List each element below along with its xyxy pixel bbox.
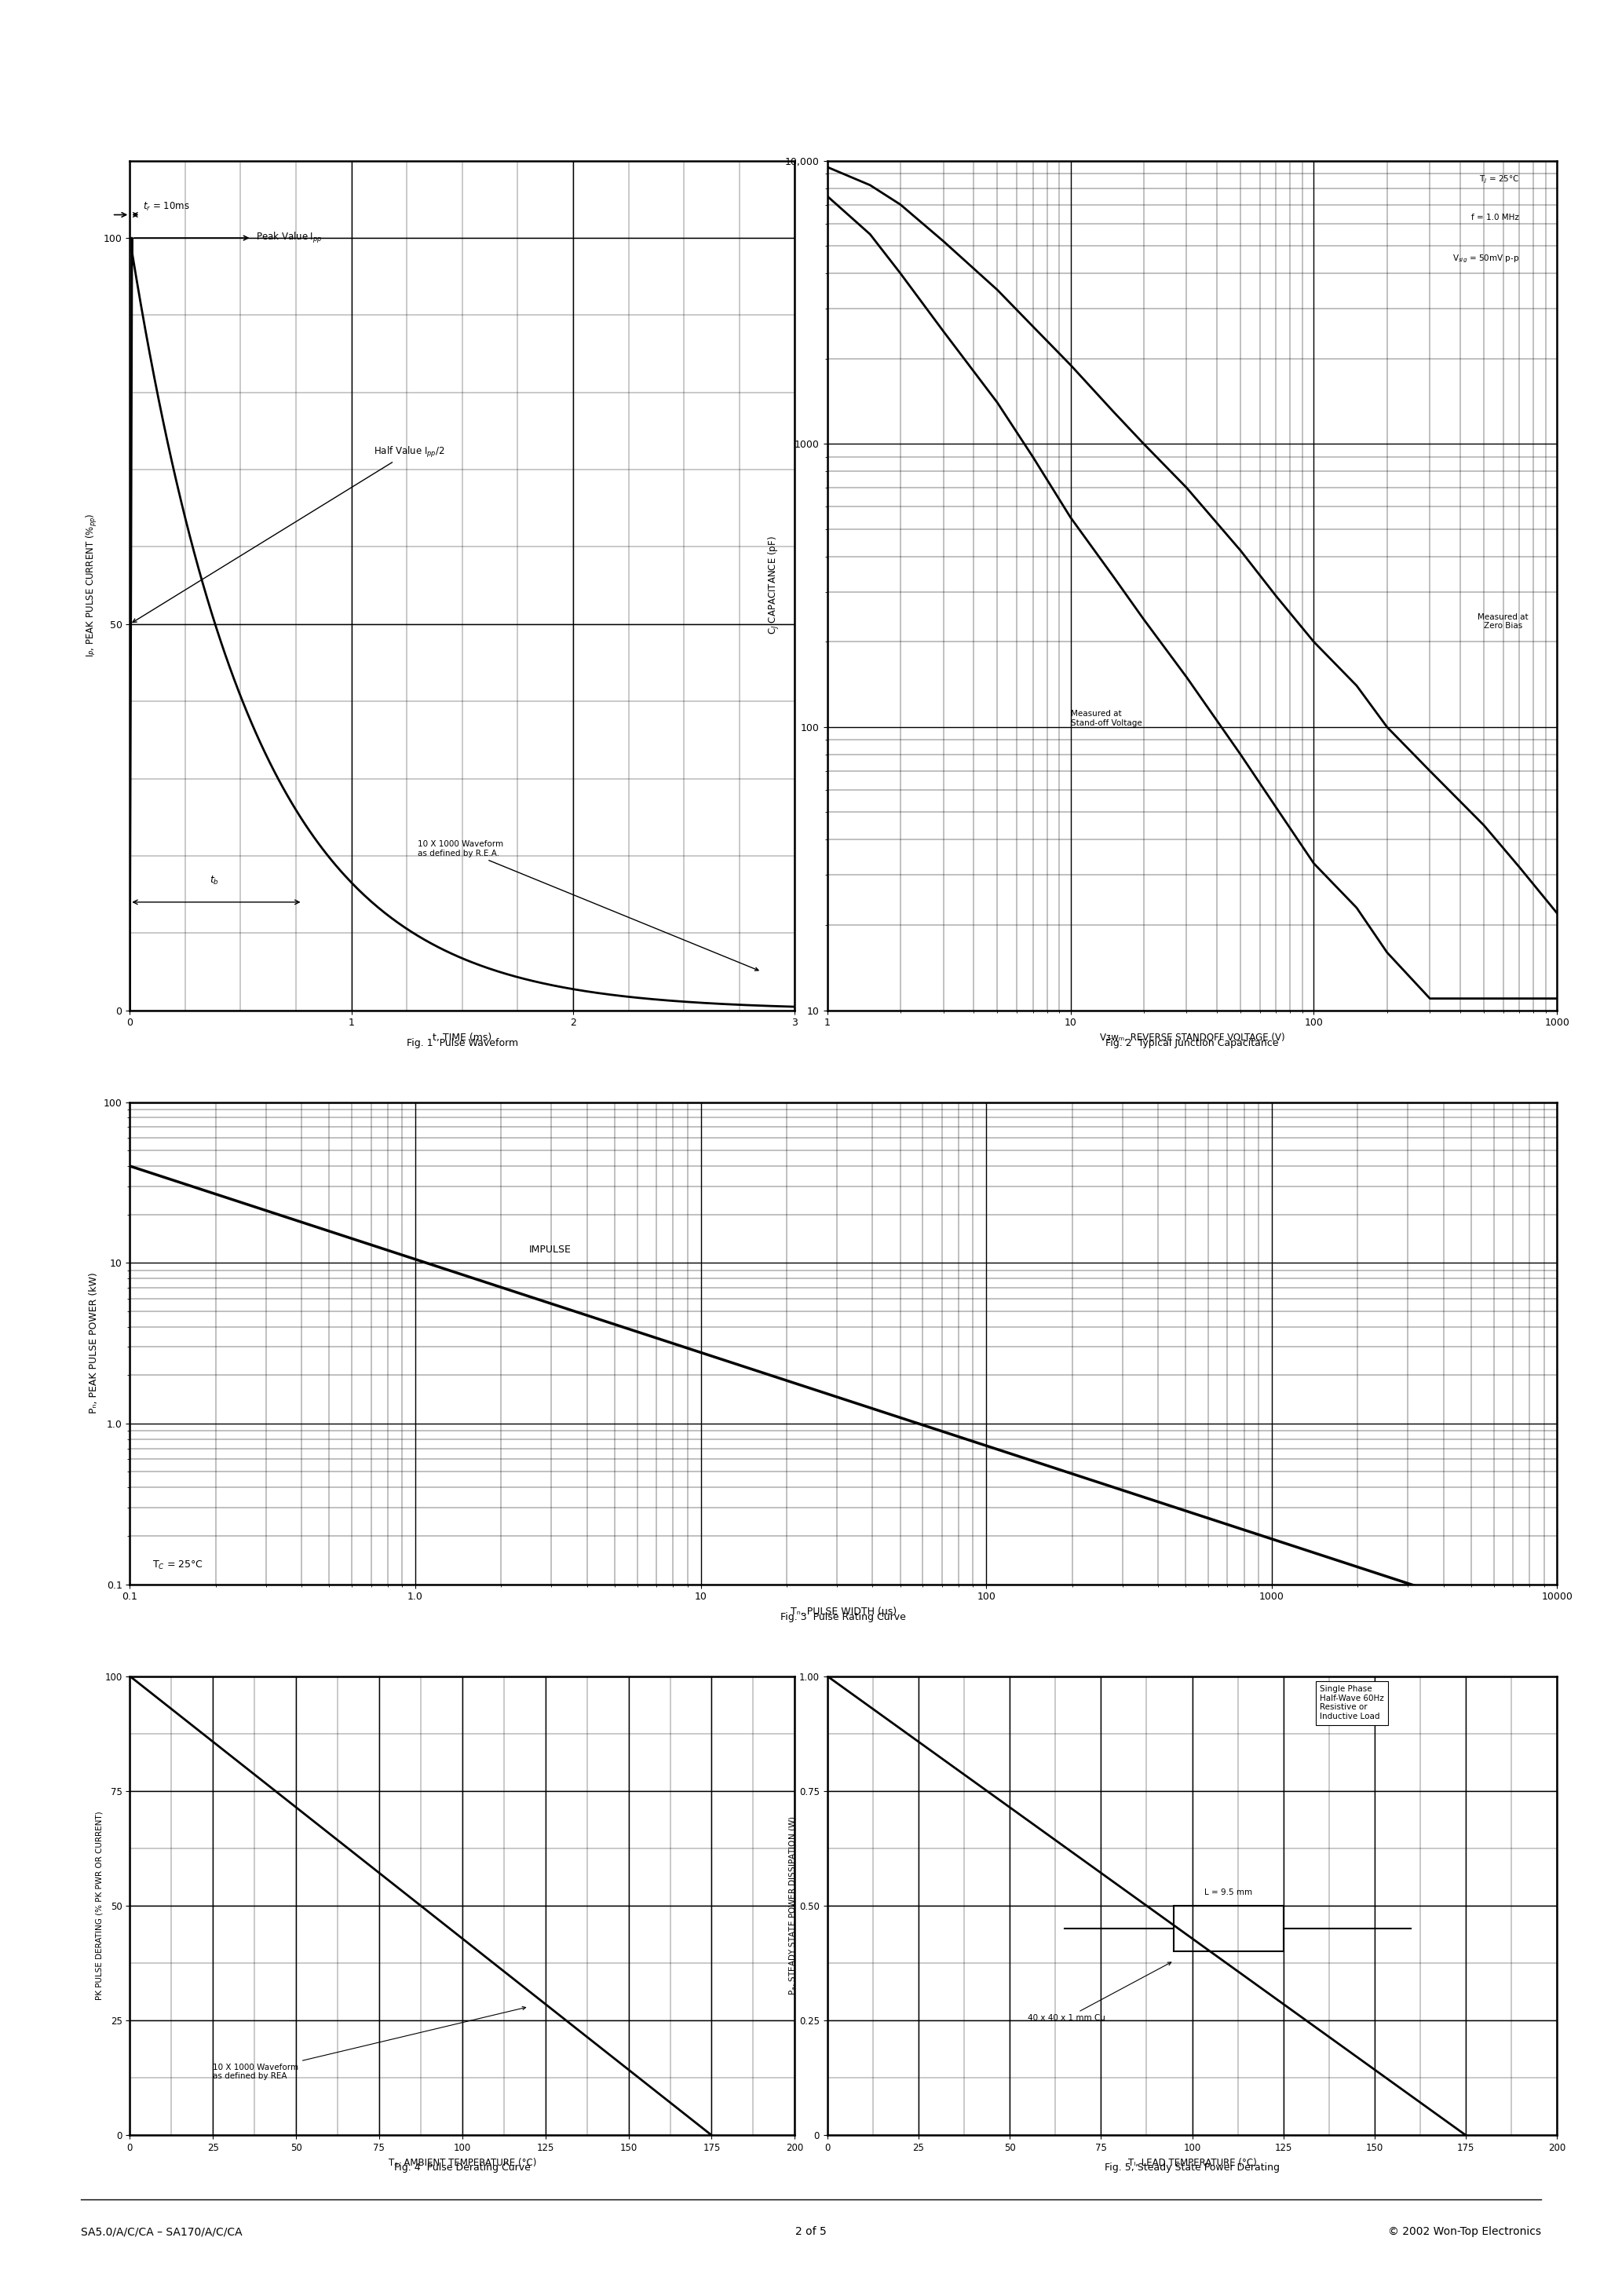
Text: Half Value I$_{pp}$/2: Half Value I$_{pp}$/2 (133, 445, 444, 622)
X-axis label: Tₙ, PULSE WIDTH (μs): Tₙ, PULSE WIDTH (μs) (790, 1607, 897, 1616)
Text: L = 9.5 mm: L = 9.5 mm (1205, 1890, 1252, 1896)
Text: 2 of 5: 2 of 5 (795, 2227, 827, 2236)
Text: Fig. 4  Pulse Derating Curve: Fig. 4 Pulse Derating Curve (394, 2163, 530, 2172)
Text: $t_r$ = 10ms: $t_r$ = 10ms (143, 202, 190, 214)
Text: Fig. 2  Typical Junction Capacitance: Fig. 2 Typical Junction Capacitance (1106, 1038, 1278, 1047)
Text: © 2002 Won-Top Electronics: © 2002 Won-Top Electronics (1388, 2227, 1541, 2236)
Y-axis label: C$_J$ CAPACITANCE (pF): C$_J$ CAPACITANCE (pF) (767, 537, 780, 634)
Text: $t_b$: $t_b$ (209, 875, 219, 886)
Text: IMPULSE: IMPULSE (529, 1244, 571, 1256)
Text: V$_{sig}$ = 50mV p-p: V$_{sig}$ = 50mV p-p (1452, 253, 1520, 264)
X-axis label: Tₐ, AMBIENT TEMPERATURE (°C): Tₐ, AMBIENT TEMPERATURE (°C) (388, 2158, 537, 2167)
Text: Single Phase
Half-Wave 60Hz
Resistive or
Inductive Load: Single Phase Half-Wave 60Hz Resistive or… (1320, 1685, 1384, 1720)
Text: Peak Value I$_{pp}$: Peak Value I$_{pp}$ (256, 232, 323, 246)
X-axis label: Tₗ, LEAD TEMPERATURE (°C): Tₗ, LEAD TEMPERATURE (°C) (1127, 2158, 1257, 2167)
Text: 10 X 1000 Waveform
as defined by R.E.A.: 10 X 1000 Waveform as defined by R.E.A. (418, 840, 759, 971)
Text: 10 X 1000 Waveform
as defined by REA: 10 X 1000 Waveform as defined by REA (212, 2007, 526, 2080)
Text: Fig. 3  Pulse Rating Curve: Fig. 3 Pulse Rating Curve (780, 1612, 907, 1621)
Text: f = 1.0 MHz: f = 1.0 MHz (1471, 214, 1520, 220)
X-axis label: Vᴣᴡₘ, REVERSE STANDOFF VOLTAGE (V): Vᴣᴡₘ, REVERSE STANDOFF VOLTAGE (V) (1100, 1033, 1285, 1042)
Text: T$_C$ = 25°C: T$_C$ = 25°C (152, 1559, 203, 1570)
Text: Measured at
Zero Bias: Measured at Zero Bias (1478, 613, 1528, 629)
Text: SA5.0/A/C/CA – SA170/A/C/CA: SA5.0/A/C/CA – SA170/A/C/CA (81, 2227, 243, 2236)
Text: T$_j$ = 25°C: T$_j$ = 25°C (1479, 174, 1520, 186)
Y-axis label: Pₙ, PEAK PULSE POWER (kW): Pₙ, PEAK PULSE POWER (kW) (89, 1272, 99, 1414)
Text: Fig. 5, Steady State Power Derating: Fig. 5, Steady State Power Derating (1105, 2163, 1280, 2172)
Y-axis label: I$_P$, PEAK PULSE CURRENT (%$_{pp}$): I$_P$, PEAK PULSE CURRENT (%$_{pp}$) (84, 514, 99, 657)
Text: Fig. 1  Pulse Waveform: Fig. 1 Pulse Waveform (407, 1038, 517, 1047)
Text: Measured at
Stand-off Voltage: Measured at Stand-off Voltage (1071, 709, 1142, 728)
Text: 40 x 40 x 1 mm Cu: 40 x 40 x 1 mm Cu (1028, 1963, 1171, 2023)
X-axis label: t, TIME (ms): t, TIME (ms) (433, 1033, 491, 1042)
Y-axis label: PK PULSE DERATING (% PK PWR OR CURRENT): PK PULSE DERATING (% PK PWR OR CURRENT) (96, 1812, 104, 2000)
Bar (1174, 1906, 1283, 1952)
Y-axis label: P$_a$, STEADY STATE POWER DISSIPATION (W): P$_a$, STEADY STATE POWER DISSIPATION (W… (787, 1816, 798, 1995)
